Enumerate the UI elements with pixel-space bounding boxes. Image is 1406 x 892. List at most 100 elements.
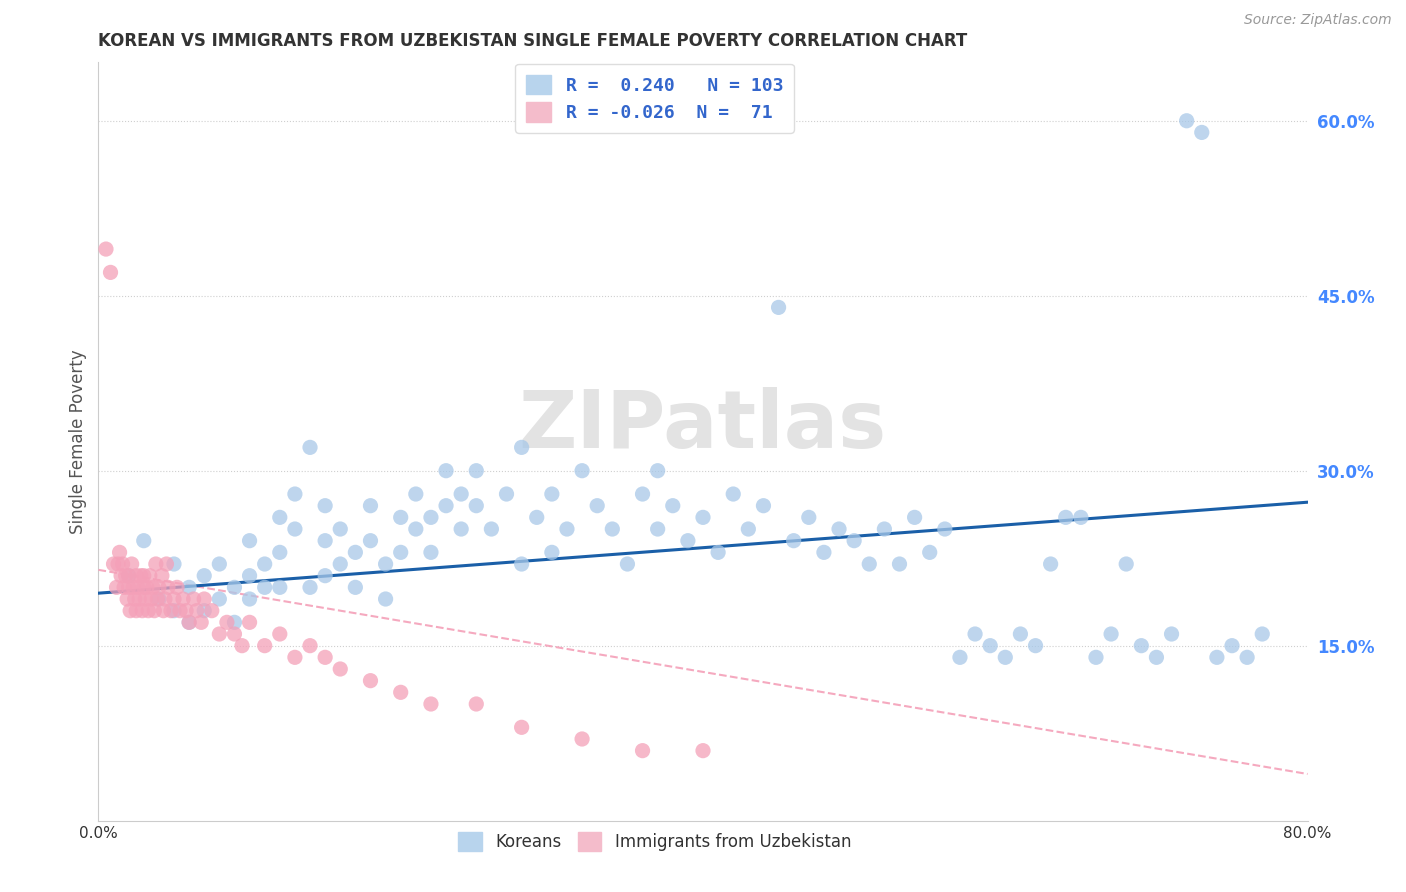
Point — [450, 487, 472, 501]
Point — [344, 580, 367, 594]
Point — [299, 441, 322, 455]
Point — [420, 545, 443, 559]
Point — [224, 580, 246, 594]
Point — [1206, 650, 1229, 665]
Point — [163, 557, 186, 571]
Point — [389, 685, 412, 699]
Point — [239, 592, 262, 607]
Point — [465, 464, 488, 478]
Point — [405, 487, 427, 501]
Point — [586, 499, 609, 513]
Point — [183, 592, 205, 607]
Point — [253, 639, 276, 653]
Point — [934, 522, 956, 536]
Point — [344, 545, 367, 559]
Point — [314, 533, 336, 548]
Point — [540, 545, 562, 559]
Point — [224, 615, 246, 630]
Point — [269, 510, 291, 524]
Point — [465, 499, 488, 513]
Point — [647, 522, 669, 536]
Point — [450, 522, 472, 536]
Point — [692, 510, 714, 524]
Point — [949, 650, 972, 665]
Point — [1144, 650, 1167, 665]
Point — [120, 604, 142, 618]
Point — [813, 545, 835, 559]
Point — [186, 604, 208, 618]
Point — [139, 568, 162, 582]
Point — [201, 604, 224, 618]
Point — [526, 510, 548, 524]
Point — [115, 592, 138, 607]
Point — [465, 697, 488, 711]
Point — [269, 580, 291, 594]
Point — [420, 697, 443, 711]
Point — [889, 557, 911, 571]
Point — [143, 604, 166, 618]
Point — [994, 650, 1017, 665]
Point — [146, 592, 169, 607]
Point — [118, 580, 141, 594]
Point — [253, 580, 276, 594]
Point — [118, 568, 141, 582]
Point — [571, 464, 593, 478]
Point — [329, 557, 352, 571]
Point — [828, 522, 851, 536]
Point — [125, 604, 148, 618]
Point — [918, 545, 941, 559]
Point — [110, 568, 132, 582]
Point — [105, 580, 128, 594]
Point — [100, 265, 122, 279]
Point — [269, 627, 291, 641]
Point — [1099, 627, 1122, 641]
Point — [555, 522, 578, 536]
Point — [107, 557, 129, 571]
Point — [172, 592, 194, 607]
Legend: Koreans, Immigrants from Uzbekistan: Koreans, Immigrants from Uzbekistan — [451, 826, 858, 858]
Point — [193, 592, 215, 607]
Point — [156, 580, 179, 594]
Point — [571, 731, 593, 746]
Point — [510, 720, 533, 734]
Point — [179, 615, 201, 630]
Point — [124, 592, 146, 607]
Point — [873, 522, 896, 536]
Point — [374, 592, 396, 607]
Point — [132, 580, 155, 594]
Point — [253, 557, 276, 571]
Point — [111, 557, 134, 571]
Point — [208, 627, 231, 641]
Point — [152, 604, 174, 618]
Point — [1160, 627, 1182, 641]
Point — [166, 580, 188, 594]
Point — [179, 615, 201, 630]
Point — [136, 604, 159, 618]
Point — [1010, 627, 1032, 641]
Point — [1085, 650, 1108, 665]
Point — [510, 441, 533, 455]
Point — [1130, 639, 1153, 653]
Point — [1115, 557, 1137, 571]
Point — [752, 499, 775, 513]
Text: KOREAN VS IMMIGRANTS FROM UZBEKISTAN SINGLE FEMALE POVERTY CORRELATION CHART: KOREAN VS IMMIGRANTS FROM UZBEKISTAN SIN… — [98, 32, 967, 50]
Point — [208, 592, 231, 607]
Point — [1251, 627, 1274, 641]
Point — [540, 487, 562, 501]
Point — [844, 533, 866, 548]
Point — [602, 522, 624, 536]
Point — [616, 557, 638, 571]
Point — [979, 639, 1001, 653]
Point — [103, 557, 125, 571]
Point — [1236, 650, 1258, 665]
Point — [114, 568, 136, 582]
Point — [121, 557, 143, 571]
Y-axis label: Single Female Poverty: Single Female Poverty — [69, 350, 87, 533]
Point — [737, 522, 759, 536]
Point — [314, 650, 336, 665]
Point — [224, 627, 246, 641]
Point — [239, 568, 262, 582]
Point — [360, 499, 382, 513]
Point — [329, 522, 352, 536]
Point — [434, 464, 457, 478]
